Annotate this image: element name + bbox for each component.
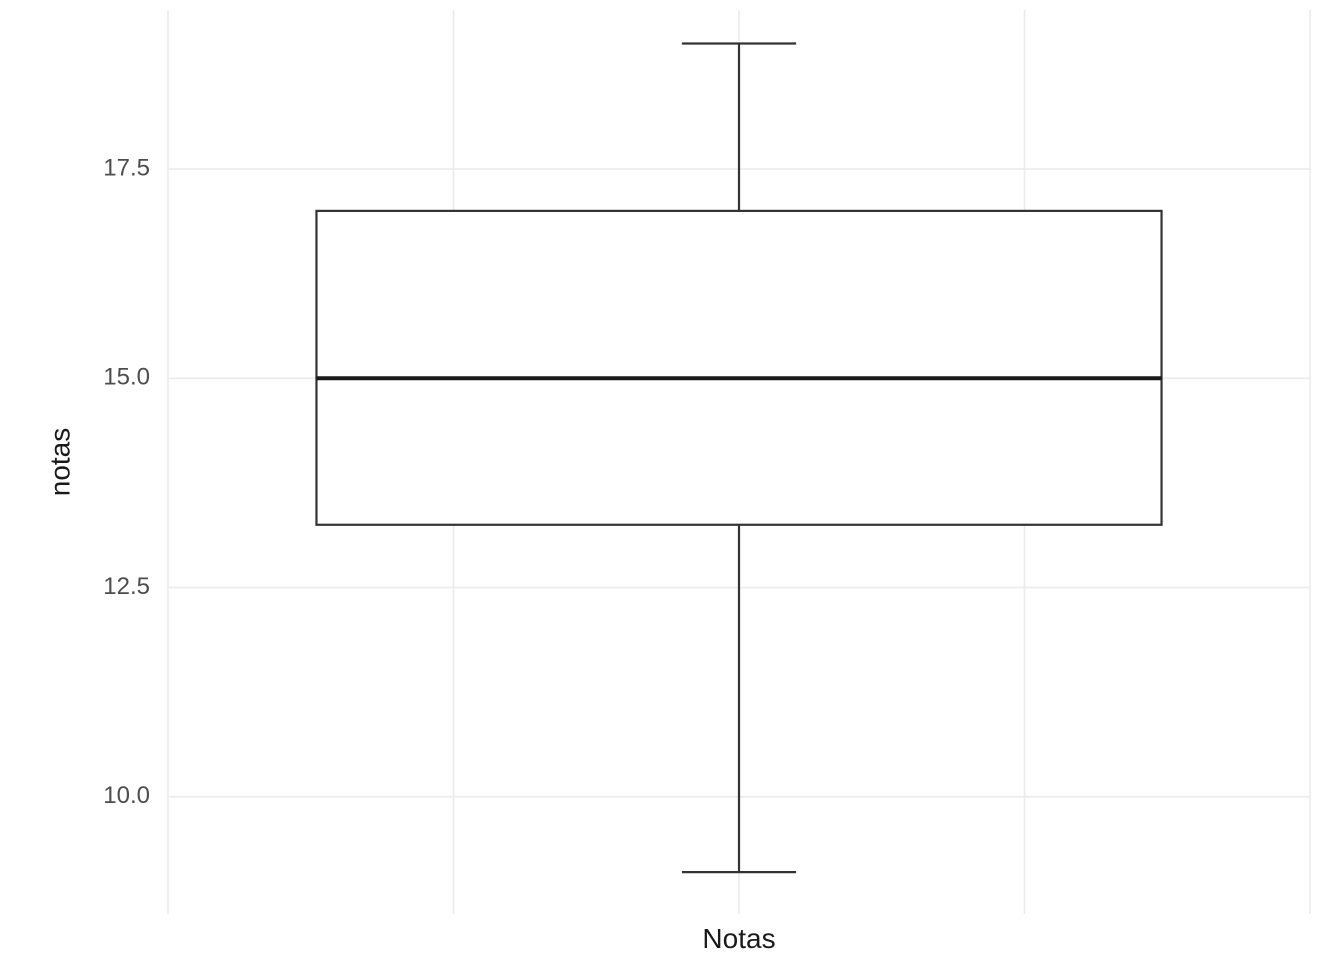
y-axis-title: notas	[44, 428, 75, 497]
y-tick-label: 10.0	[103, 782, 150, 809]
boxplot-chart: 10.0 12.5 15.0 17.5 notas Notas	[0, 0, 1344, 960]
x-category-label: Notas	[702, 923, 775, 954]
chart-svg: 10.0 12.5 15.0 17.5 notas Notas	[0, 0, 1344, 960]
y-tick-label: 15.0	[103, 364, 150, 391]
y-tick-label: 12.5	[103, 573, 150, 600]
box-iqr	[316, 211, 1161, 525]
y-tick-label: 17.5	[103, 154, 150, 181]
